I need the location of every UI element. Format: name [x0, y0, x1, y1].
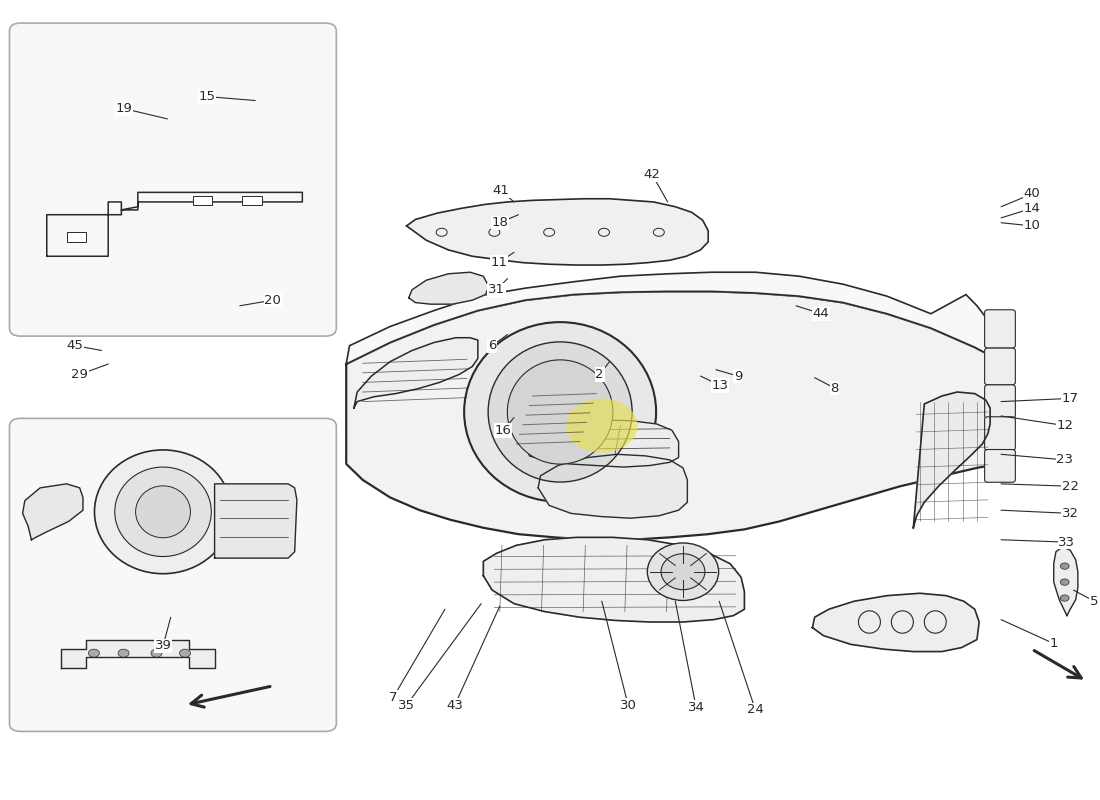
Polygon shape: [483, 538, 745, 622]
Text: 34: 34: [688, 701, 705, 714]
Polygon shape: [47, 192, 303, 256]
Text: 44: 44: [813, 307, 829, 320]
Text: 43: 43: [447, 698, 463, 711]
Ellipse shape: [661, 554, 705, 590]
Text: 12: 12: [1056, 419, 1074, 432]
Polygon shape: [23, 484, 82, 540]
Ellipse shape: [507, 360, 613, 464]
Circle shape: [151, 649, 162, 657]
FancyBboxPatch shape: [984, 310, 1015, 348]
Text: 13: 13: [712, 379, 729, 392]
Text: 39: 39: [155, 639, 172, 653]
Text: a passion for parts: a passion for parts: [593, 472, 813, 496]
Text: 40: 40: [1023, 187, 1041, 201]
Ellipse shape: [566, 398, 638, 453]
Text: 16: 16: [495, 424, 512, 437]
Text: 45: 45: [67, 339, 84, 352]
Text: euroboss: euroboss: [451, 338, 954, 430]
FancyBboxPatch shape: [984, 450, 1015, 482]
Text: 31: 31: [488, 283, 505, 296]
Circle shape: [1060, 595, 1069, 602]
Text: 33: 33: [1058, 536, 1076, 549]
Text: 2: 2: [595, 368, 604, 381]
Circle shape: [179, 649, 190, 657]
Text: 22: 22: [1062, 480, 1079, 493]
FancyBboxPatch shape: [10, 418, 337, 731]
Text: 14: 14: [1023, 202, 1041, 215]
Polygon shape: [538, 454, 688, 518]
Text: 15: 15: [198, 90, 216, 103]
Polygon shape: [407, 198, 708, 265]
Polygon shape: [346, 291, 999, 540]
Text: 23: 23: [1056, 454, 1074, 466]
Ellipse shape: [114, 467, 211, 557]
Polygon shape: [1054, 547, 1078, 616]
Polygon shape: [527, 420, 679, 467]
Text: 1: 1: [1049, 637, 1058, 650]
Text: 35: 35: [398, 698, 415, 711]
Polygon shape: [60, 639, 215, 667]
FancyBboxPatch shape: [984, 348, 1015, 385]
Ellipse shape: [464, 322, 656, 502]
Text: 32: 32: [1062, 507, 1079, 520]
Polygon shape: [813, 594, 979, 651]
Circle shape: [88, 649, 99, 657]
FancyBboxPatch shape: [984, 417, 1015, 450]
Text: 19: 19: [116, 102, 132, 115]
Polygon shape: [913, 392, 990, 528]
Text: 41: 41: [493, 184, 509, 198]
Text: 24: 24: [747, 703, 763, 716]
Bar: [192, 195, 212, 205]
Text: 30: 30: [619, 698, 637, 711]
Text: 9: 9: [734, 370, 742, 382]
Text: 29: 29: [72, 368, 88, 381]
FancyBboxPatch shape: [984, 385, 1015, 418]
Text: 42: 42: [644, 168, 661, 182]
Bar: [66, 232, 86, 242]
Text: 20: 20: [264, 294, 282, 306]
Ellipse shape: [135, 486, 190, 538]
Text: 6: 6: [488, 339, 496, 352]
Circle shape: [1060, 563, 1069, 570]
Text: 10: 10: [1023, 219, 1041, 233]
Text: 8: 8: [830, 382, 838, 394]
Polygon shape: [346, 272, 999, 364]
Bar: [242, 195, 262, 205]
Ellipse shape: [488, 342, 632, 482]
Circle shape: [118, 649, 129, 657]
Text: 7: 7: [389, 690, 397, 703]
Polygon shape: [354, 338, 477, 408]
Text: 17: 17: [1062, 392, 1079, 405]
Text: 11: 11: [491, 256, 507, 269]
Circle shape: [1060, 579, 1069, 586]
FancyBboxPatch shape: [10, 23, 337, 336]
Text: 18: 18: [492, 216, 508, 230]
Text: 5: 5: [1090, 594, 1099, 608]
Polygon shape: [214, 484, 297, 558]
Ellipse shape: [95, 450, 232, 574]
Ellipse shape: [647, 543, 718, 601]
Polygon shape: [409, 272, 488, 304]
